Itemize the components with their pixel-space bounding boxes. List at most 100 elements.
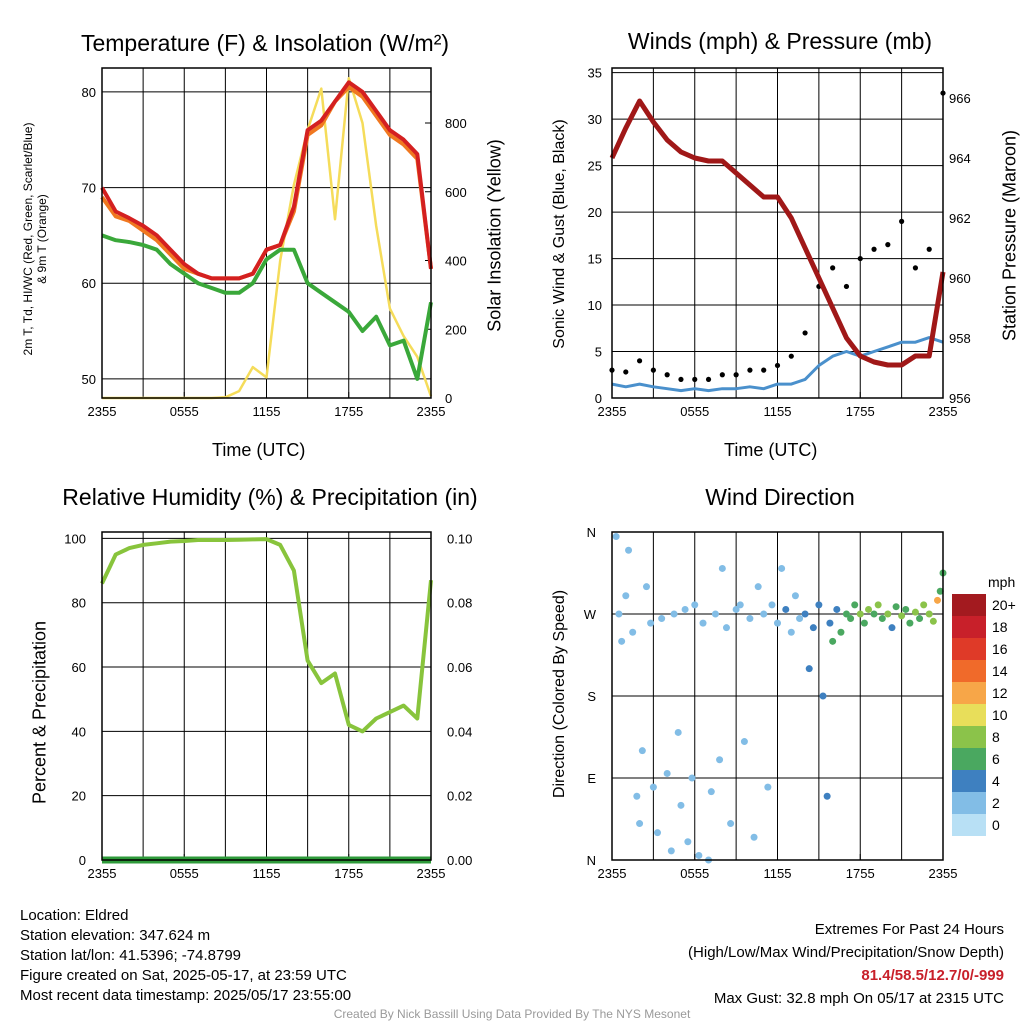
sonic-wind-line <box>611 336 944 393</box>
colorbar-swatch <box>952 792 986 814</box>
direction-point <box>688 774 696 782</box>
gust-point <box>719 372 725 378</box>
direction-point <box>774 619 781 627</box>
temperature-ytick-label: 80 <box>82 85 96 100</box>
direction-point <box>746 615 754 623</box>
direction-point <box>612 533 620 541</box>
winds-xtick-label: 0555 <box>680 404 709 419</box>
gust-point <box>899 218 905 224</box>
direction-point <box>878 615 886 623</box>
direction-point <box>638 747 646 755</box>
direction-point <box>898 612 906 620</box>
temperature-panel-title: Temperature (F) & Insolation (W/m²) <box>80 30 450 56</box>
direction-ytick-label: N <box>587 525 596 540</box>
direction-point <box>760 610 768 618</box>
winds-panel-title: Winds (mph) & Pressure (mb) <box>627 28 933 54</box>
gust-point <box>885 242 891 248</box>
temperature-frame <box>101 67 432 399</box>
direction-point <box>663 769 671 777</box>
direction-panel-title: Wind Direction <box>705 484 855 510</box>
direction-point <box>920 601 928 609</box>
humidity-line <box>100 537 433 734</box>
humidity-frame <box>101 531 432 861</box>
direction-point <box>722 624 730 632</box>
humidity-ytick-label: 40 <box>72 724 86 739</box>
direction-point <box>796 615 804 623</box>
winds-xtick-label: 1155 <box>764 404 792 419</box>
humidity-y2tick-label: 0.02 <box>447 789 472 804</box>
colorbar-label: 4 <box>992 773 1000 789</box>
winds-y2tick-label: 958 <box>949 331 971 346</box>
direction-point <box>809 624 817 632</box>
extremes-title: Extremes For Past 24 Hours <box>814 921 1004 938</box>
direction-point <box>711 610 719 618</box>
gust-point <box>623 369 629 375</box>
direction-point <box>658 615 666 623</box>
direction-point <box>667 847 675 855</box>
winds-ytick-label: 5 <box>595 345 602 360</box>
humidity-panel-title: Relative Humidity (%) & Precipitation (i… <box>62 484 478 510</box>
temperature-xtick-label: 0555 <box>170 404 199 419</box>
direction-point <box>707 788 715 796</box>
direction-point <box>670 610 678 618</box>
winds-y2tick-label: 962 <box>949 211 971 226</box>
gust-point <box>843 283 850 290</box>
direction-point <box>906 619 914 627</box>
direction-point <box>718 564 726 572</box>
direction-point <box>654 829 662 837</box>
direction-point <box>823 792 831 800</box>
direction-ytick-label: E <box>587 771 596 786</box>
direction-point <box>716 756 724 764</box>
direction-point <box>740 738 748 746</box>
winds-ytick-label: 25 <box>588 159 602 174</box>
temperature-y2tick-label: 800 <box>445 116 467 131</box>
gust-point <box>705 376 712 383</box>
colorbar-swatch <box>952 594 986 616</box>
direction-point <box>815 601 823 609</box>
direction-xtick-label: 2355 <box>598 866 627 881</box>
gust-point <box>830 265 836 271</box>
temperature-xtick-label: 1155 <box>253 404 281 419</box>
winds-xtick-label: 1755 <box>846 404 875 419</box>
temperature-y2tick-label: 0 <box>445 391 452 406</box>
extremes-values: 81.4/58.5/12.7/0/-999 <box>861 967 1004 984</box>
direction-point <box>727 820 735 828</box>
direction-point <box>925 610 933 618</box>
direction-point <box>933 596 941 604</box>
colorbar-swatch <box>952 616 986 638</box>
direction-point <box>633 792 641 800</box>
winds-ytick-label: 20 <box>588 205 602 220</box>
direction-point <box>787 628 795 636</box>
gust-point <box>774 362 781 369</box>
extremes-subtitle: (High/Low/Max Wind/Precipitation/Snow De… <box>688 944 1004 961</box>
direction-xtick-label: 0555 <box>680 866 709 881</box>
temperature-xtick-label: 2355 <box>88 404 117 419</box>
direction-xtick-label: 2355 <box>929 866 958 881</box>
direction-point <box>826 619 834 627</box>
direction-point <box>782 605 790 613</box>
extremes-info: Extremes For Past 24 Hours (High/Low/Max… <box>688 918 1004 1010</box>
direction-point <box>856 610 864 618</box>
winds-xtick-label: 2355 <box>598 404 627 419</box>
station-location: Location: Eldred <box>20 907 129 924</box>
direction-point <box>649 783 657 791</box>
temperature-y2tick-label: 600 <box>445 185 467 200</box>
humidity-ytick-label: 0 <box>79 853 86 868</box>
gust-point <box>912 265 919 271</box>
dewpoint-line <box>101 233 433 381</box>
humidity-xtick-label: 2355 <box>417 866 446 881</box>
humidity-ytick-label: 60 <box>72 660 86 675</box>
direction-point <box>842 610 850 618</box>
humidity-y2tick-label: 0.04 <box>447 724 472 739</box>
winds-xlabel: Time (UTC) <box>724 440 818 460</box>
humidity-y2tick-label: 0.10 <box>447 531 472 546</box>
winds-ytick-label: 10 <box>588 298 602 313</box>
direction-point <box>884 610 892 618</box>
direction-point <box>778 564 786 572</box>
colorbar-label: 8 <box>992 729 1000 745</box>
humidity-xtick-label: 0555 <box>170 866 199 881</box>
temperature-xlabel: Time (UTC) <box>212 440 306 460</box>
direction-point <box>647 619 655 627</box>
colorbar-label: 18 <box>992 619 1008 635</box>
